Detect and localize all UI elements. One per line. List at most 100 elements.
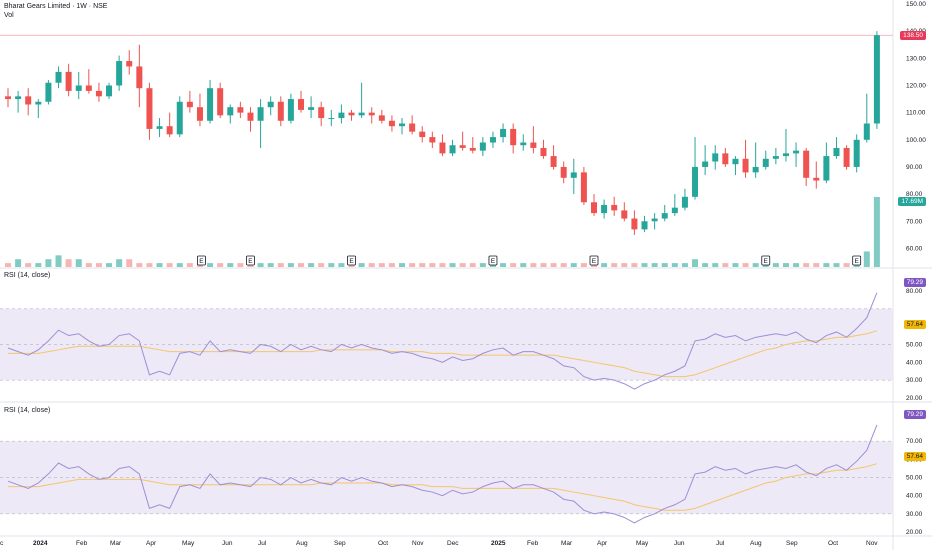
candle-body [813, 177, 820, 181]
volume-bar [833, 263, 840, 267]
volume-bar [611, 263, 618, 267]
price-tick-label: 120.00 [906, 82, 926, 89]
price-tick-label: 70.00 [906, 218, 923, 225]
candle-body [176, 101, 183, 135]
candle-body [156, 126, 163, 129]
candle-body [510, 128, 517, 146]
x-axis-label: 2025 [491, 540, 506, 547]
volume-bar [277, 263, 284, 267]
earnings-marker-label: E [764, 258, 769, 265]
volume-bar [186, 263, 193, 267]
volume-bar [712, 263, 719, 267]
candle-body [75, 85, 82, 91]
candle-body [237, 107, 244, 113]
candle-body [540, 147, 547, 157]
volume-bar [126, 259, 133, 267]
last-price-tag: 138.50 [900, 31, 926, 40]
rsi2-last-tag: 79.29 [903, 410, 926, 419]
candle-body [712, 153, 719, 162]
candle-body [671, 207, 678, 214]
candle-body [702, 161, 709, 167]
candle-body [520, 142, 527, 146]
candle-body [378, 115, 385, 121]
volume-bar [429, 263, 436, 267]
volume-bar [601, 263, 608, 267]
x-axis-label: Apr [597, 540, 608, 547]
price-tick-label: 80.00 [906, 191, 923, 198]
last-volume-tag: 17.69M [898, 197, 926, 206]
rsi1-last-tag: 79.29 [903, 278, 926, 287]
volume-bar [803, 263, 810, 267]
price-tick-label: 100.00 [906, 137, 926, 144]
volume-bar [823, 263, 830, 267]
candle-body [631, 218, 638, 230]
volume-bar [661, 263, 668, 267]
volume-bar [15, 259, 22, 267]
candle-body [641, 221, 648, 230]
candle-body [419, 131, 426, 138]
candle-body [318, 107, 325, 119]
volume-bar [378, 263, 385, 267]
price-tick-label: 150.00 [906, 1, 926, 8]
candle-body [267, 101, 274, 108]
volume-bar [257, 263, 264, 267]
candle-body [338, 112, 345, 119]
rsi-tick-label: 20.00 [906, 529, 923, 536]
volume-bar [772, 263, 779, 267]
candle-body [732, 158, 739, 165]
rsi-tick-label: 40.00 [906, 359, 923, 366]
candle-body [106, 85, 113, 97]
candle-body [469, 147, 476, 151]
candle-body [358, 112, 365, 116]
earnings-marker-label: E [854, 258, 859, 265]
candle-body [772, 156, 779, 159]
candle-body [611, 204, 618, 211]
rsi-tick-label: 50.00 [906, 341, 923, 348]
volume-bar [692, 259, 699, 267]
volume-bar [55, 255, 62, 267]
volume-bar [166, 263, 173, 267]
candle-body [580, 172, 587, 203]
candle-body [793, 150, 800, 154]
price-tick-label: 90.00 [906, 164, 923, 171]
candle-body [782, 153, 789, 157]
volume-bar [843, 263, 850, 267]
volume-bar [439, 263, 446, 267]
candle-body [661, 213, 668, 219]
volume-bar [631, 263, 638, 267]
x-axis-label: Sep [786, 540, 798, 547]
volume-bar [863, 251, 870, 267]
candle-body [530, 142, 537, 148]
candle-body [35, 101, 42, 105]
volume-bar [75, 259, 82, 267]
candle-body [136, 66, 143, 89]
volume-bar [873, 197, 880, 267]
volume-bar [752, 263, 759, 267]
rsi-ma-line [8, 463, 878, 511]
candle-body [843, 147, 850, 167]
volume-bar [479, 263, 486, 267]
volume-bar [409, 263, 416, 267]
volume-bar [136, 263, 143, 267]
candle-body [287, 99, 294, 121]
earnings-marker [197, 255, 206, 266]
x-axis-label: Sep [334, 540, 346, 547]
rsi-tick-label: 30.00 [906, 511, 923, 518]
price-tick-label: 110.00 [906, 110, 926, 117]
candle-body [368, 112, 375, 116]
candle-body [55, 71, 62, 83]
candle-body [227, 107, 234, 116]
volume-bar [368, 263, 375, 267]
candle-body [409, 123, 416, 132]
earnings-marker [589, 255, 599, 266]
candle-body [853, 139, 860, 167]
volume-bar [399, 263, 406, 267]
candle-body [621, 210, 628, 219]
earnings-marker-label: E [491, 258, 496, 265]
rsi-ma-line [8, 330, 878, 378]
x-axis-label: Jul [258, 540, 267, 547]
volume-bar [95, 263, 102, 267]
candle-body [45, 82, 52, 102]
x-axis-label: Nov [866, 540, 878, 547]
